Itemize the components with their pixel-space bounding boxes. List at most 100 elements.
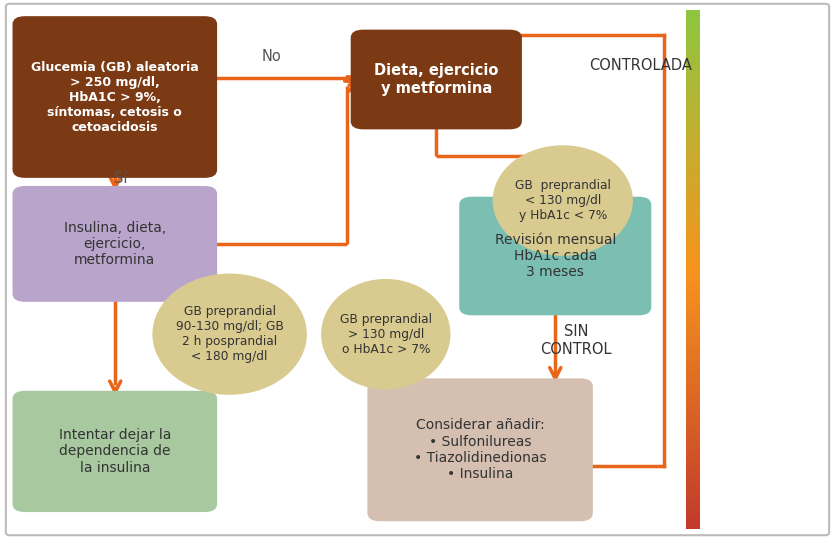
Text: Revisión mensual
HbA1c cada
3 meses: Revisión mensual HbA1c cada 3 meses: [494, 233, 616, 279]
Bar: [686, 342, 700, 345]
Bar: [686, 526, 700, 529]
Bar: [686, 488, 700, 491]
Bar: [686, 51, 700, 55]
Bar: [686, 121, 700, 124]
Bar: [686, 255, 700, 259]
Bar: [686, 360, 700, 363]
Bar: [686, 491, 700, 495]
Bar: [686, 197, 700, 200]
Bar: [686, 515, 700, 519]
Bar: [686, 311, 700, 315]
Bar: [686, 457, 700, 460]
Bar: [686, 318, 700, 321]
Bar: [686, 145, 700, 148]
Bar: [686, 93, 700, 96]
Bar: [686, 388, 700, 391]
Bar: [686, 443, 700, 446]
Bar: [686, 505, 700, 508]
Bar: [686, 259, 700, 262]
Bar: [686, 238, 700, 242]
Bar: [686, 110, 700, 114]
Ellipse shape: [321, 279, 451, 389]
Bar: [686, 484, 700, 488]
Bar: [686, 262, 700, 266]
Bar: [686, 374, 700, 377]
Text: SIN
CONTROL: SIN CONTROL: [540, 324, 612, 357]
Bar: [686, 266, 700, 270]
Bar: [686, 335, 700, 339]
Bar: [686, 321, 700, 325]
Bar: [686, 245, 700, 248]
Bar: [686, 425, 700, 429]
Bar: [686, 169, 700, 172]
Bar: [686, 41, 700, 44]
Bar: [686, 34, 700, 37]
Bar: [686, 408, 700, 411]
Bar: [686, 55, 700, 58]
Bar: [686, 13, 700, 17]
Bar: [686, 429, 700, 432]
Bar: [686, 405, 700, 408]
Text: GB preprandial
90-130 mg/dl; GB
2 h posprandial
< 180 mg/dl: GB preprandial 90-130 mg/dl; GB 2 h posp…: [175, 305, 284, 363]
Bar: [686, 151, 700, 155]
Bar: [686, 248, 700, 252]
Bar: [686, 467, 700, 471]
Bar: [686, 415, 700, 418]
Bar: [686, 242, 700, 245]
Text: Dieta, ejercicio
y metformina: Dieta, ejercicio y metformina: [374, 63, 498, 96]
Bar: [686, 325, 700, 328]
Bar: [686, 117, 700, 121]
Bar: [686, 332, 700, 335]
Bar: [686, 100, 700, 103]
Bar: [686, 176, 700, 179]
Bar: [686, 158, 700, 162]
Bar: [686, 502, 700, 505]
FancyBboxPatch shape: [13, 186, 217, 302]
Bar: [686, 211, 700, 214]
Bar: [686, 86, 700, 89]
Bar: [686, 349, 700, 353]
Text: Glucemia (GB) aleatoria
> 250 mg/dl,
HbA1C > 9%,
síntomas, cetosis o
cetoacidosi: Glucemia (GB) aleatoria > 250 mg/dl, HbA…: [31, 60, 199, 134]
Bar: [686, 453, 700, 457]
Bar: [686, 221, 700, 224]
Bar: [686, 339, 700, 342]
Bar: [686, 162, 700, 165]
Bar: [686, 48, 700, 51]
Bar: [686, 432, 700, 436]
Bar: [686, 103, 700, 107]
Bar: [686, 464, 700, 467]
Bar: [686, 356, 700, 360]
Bar: [686, 436, 700, 439]
Bar: [686, 353, 700, 356]
Bar: [686, 27, 700, 31]
Bar: [686, 446, 700, 450]
Bar: [686, 308, 700, 311]
Bar: [686, 287, 700, 291]
Bar: [686, 58, 700, 61]
Text: Intentar dejar la
dependencia de
la insulina: Intentar dejar la dependencia de la insu…: [58, 428, 171, 475]
Bar: [686, 172, 700, 176]
Bar: [686, 394, 700, 398]
Bar: [686, 231, 700, 235]
Bar: [686, 128, 700, 131]
Bar: [686, 155, 700, 158]
Bar: [686, 207, 700, 211]
Bar: [686, 148, 700, 151]
Bar: [686, 96, 700, 100]
Bar: [686, 214, 700, 218]
Bar: [686, 218, 700, 221]
Bar: [686, 37, 700, 41]
Bar: [686, 228, 700, 231]
Bar: [686, 471, 700, 474]
Bar: [686, 235, 700, 238]
Text: Sí: Sí: [114, 171, 128, 186]
Bar: [686, 200, 700, 204]
Ellipse shape: [153, 274, 307, 395]
Bar: [686, 418, 700, 422]
Bar: [686, 72, 700, 75]
Bar: [686, 131, 700, 134]
Text: GB  preprandial
< 130 mg/dl
y HbA1c < 7%: GB preprandial < 130 mg/dl y HbA1c < 7%: [515, 179, 610, 222]
Bar: [686, 411, 700, 415]
Bar: [686, 252, 700, 255]
Ellipse shape: [493, 145, 633, 255]
